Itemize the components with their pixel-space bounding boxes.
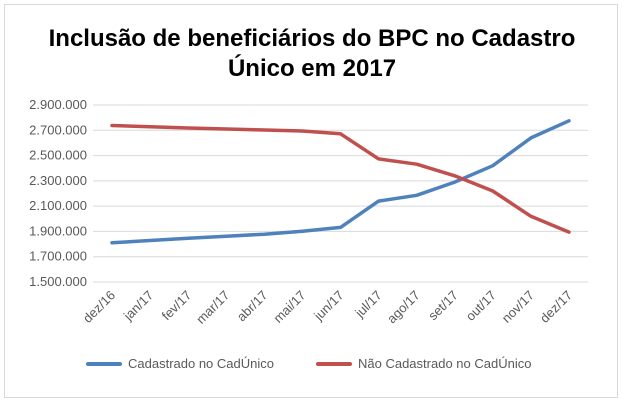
x-tick-label: nov/17 bbox=[499, 288, 537, 326]
legend-entry-nao-cadastrado: Não Cadastrado no CadÚnico bbox=[316, 356, 531, 371]
legend-label-cadastrado: Cadastrado no CadÚnico bbox=[128, 356, 274, 371]
x-tick-label: set/17 bbox=[425, 288, 461, 324]
legend-swatch-nao-cadastrado bbox=[316, 361, 352, 366]
legend-label-nao-cadastrado: Não Cadastrado no CadÚnico bbox=[358, 356, 532, 371]
chart-legend: Cadastrado no CadÚnico Não Cadastrado no… bbox=[0, 356, 624, 376]
x-tick-label: jan/17 bbox=[120, 288, 156, 324]
x-tick-label: jul/17 bbox=[351, 288, 384, 321]
x-tick-label: fev/17 bbox=[159, 288, 195, 324]
chart-area bbox=[4, 4, 618, 398]
x-tick-label: dez/17 bbox=[537, 288, 575, 326]
chart-title-line-1: Inclusão de beneficiários do BPC no Cada… bbox=[48, 25, 576, 52]
y-tick-label: 1.700.000 bbox=[29, 249, 87, 264]
x-tick-label: out/17 bbox=[463, 288, 499, 324]
y-tick-label: 2.500.000 bbox=[29, 148, 87, 163]
chart-title-line-2: Único em 2017 bbox=[227, 55, 397, 82]
y-tick-label: 2.900.000 bbox=[29, 97, 87, 112]
x-tick-label: ago/17 bbox=[384, 288, 423, 327]
series-line-nao-cadastrado bbox=[110, 123, 571, 234]
y-tick-label: 2.100.000 bbox=[29, 198, 87, 213]
y-tick-label: 1.500.000 bbox=[29, 274, 87, 289]
legend-swatch-cadastrado bbox=[86, 361, 122, 366]
y-tick-label: 1.900.000 bbox=[29, 223, 87, 238]
x-tick-label: mai/17 bbox=[270, 288, 308, 326]
series-line-cadastrado bbox=[110, 119, 571, 245]
x-tick-label: abr/17 bbox=[234, 288, 271, 325]
x-tick-label: mar/17 bbox=[193, 288, 232, 327]
x-tick-label: dez/16 bbox=[80, 288, 118, 326]
y-tick-label: 2.700.000 bbox=[29, 122, 87, 137]
y-tick-label: 2.300.000 bbox=[29, 173, 87, 188]
chart-title: Inclusão de beneficiários do BPC no Cada… bbox=[0, 24, 624, 84]
legend-entry-cadastrado: Cadastrado no CadÚnico bbox=[86, 356, 274, 371]
x-tick-label: jun/17 bbox=[310, 288, 346, 324]
